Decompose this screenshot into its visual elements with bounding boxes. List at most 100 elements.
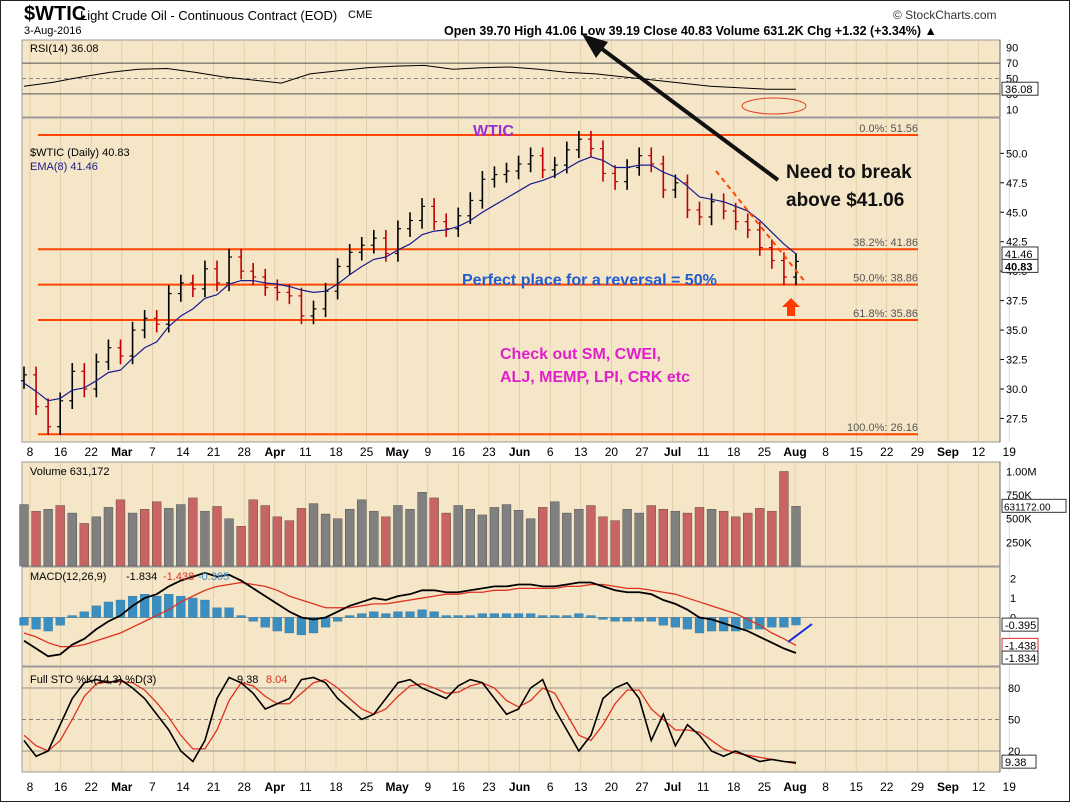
macd-histogram-bar-41 bbox=[513, 613, 524, 618]
volume-bar-52 bbox=[646, 505, 656, 567]
price-panel-background bbox=[21, 117, 1001, 443]
x-tick-label-price-27: 15 bbox=[850, 445, 864, 459]
volume-bar-46 bbox=[574, 509, 584, 567]
macd-histogram-bar-44 bbox=[550, 615, 560, 618]
wtic-title: WTIC bbox=[473, 123, 514, 140]
x-tick-label-price-18: 13 bbox=[574, 445, 588, 459]
x-tick-label-bottom-8: Apr bbox=[264, 780, 285, 794]
volume-bar-34 bbox=[429, 497, 439, 567]
macd-histogram-bar-26 bbox=[333, 617, 343, 622]
volume-bar-31 bbox=[393, 505, 403, 567]
chart-symbol: $WTIC bbox=[24, 3, 87, 25]
x-tick-label-bottom-6: 21 bbox=[207, 780, 221, 794]
x-tick-label-price-2: 22 bbox=[85, 445, 99, 459]
volume-bar-12 bbox=[164, 508, 174, 567]
x-tick-label-bottom-30: Sep bbox=[937, 780, 959, 794]
rsi-circle-annotation bbox=[741, 97, 807, 115]
x-tick-label-bottom-22: 11 bbox=[697, 780, 710, 794]
volume-bar-33 bbox=[417, 492, 427, 567]
x-tick-label-bottom-24: 25 bbox=[758, 780, 772, 794]
volume-bar-40 bbox=[501, 504, 512, 567]
volume-bar-42 bbox=[525, 518, 536, 567]
x-tick-label-bottom-27: 15 bbox=[850, 780, 864, 794]
volume-bar-58 bbox=[718, 510, 729, 567]
x-tick-label-price-28: 22 bbox=[880, 445, 894, 459]
macd-histogram-bar-51 bbox=[634, 617, 644, 622]
macd-line bbox=[23, 571, 797, 658]
macd-histogram-bar-42 bbox=[526, 613, 536, 618]
chart-instrument-name: Light Crude Oil - Continuous Contract (E… bbox=[80, 8, 338, 23]
x-tick-label-bottom-28: 22 bbox=[880, 780, 894, 794]
macd-histogram-bar-10 bbox=[140, 594, 150, 618]
x-tick-label-price-26: 8 bbox=[822, 445, 829, 459]
price-y-tick-2: 45.0 bbox=[1006, 207, 1027, 219]
macd-histogram-bar-17 bbox=[224, 607, 234, 618]
volume-bar-22 bbox=[284, 520, 295, 567]
volume-bar-5 bbox=[79, 523, 89, 567]
macd-histogram-bar-36 bbox=[453, 615, 463, 618]
fib-label-4: 100.0%: 26.16 bbox=[847, 422, 918, 434]
x-tick-label-price-21: Jul bbox=[664, 445, 681, 459]
price-y-tick-6: 35.0 bbox=[1006, 325, 1027, 337]
macd-histogram-bar-4 bbox=[67, 615, 77, 618]
price-legend-symbol: $WTIC (Daily) 40.83 bbox=[30, 147, 130, 159]
x-tick-label-bottom-11: 25 bbox=[360, 780, 374, 794]
macd-histogram-bar-57 bbox=[706, 617, 717, 632]
x-tick-label-bottom-15: 23 bbox=[482, 780, 496, 794]
macd-histogram-bar-21 bbox=[272, 617, 282, 632]
sto-last-value-box bbox=[1001, 754, 1037, 769]
x-tick-label-price-29: 29 bbox=[911, 445, 925, 459]
macd-histogram-bar-60 bbox=[743, 617, 753, 630]
price-y-tick-8: 30.0 bbox=[1006, 384, 1027, 396]
volume-bar-29 bbox=[369, 510, 379, 567]
volume-bar-0 bbox=[19, 504, 29, 567]
volume-bar-55 bbox=[682, 512, 693, 567]
rsi-panel-background bbox=[21, 39, 1001, 118]
volume-bar-54 bbox=[670, 510, 681, 567]
x-tick-label-price-23: 18 bbox=[727, 445, 741, 459]
rsi-y-tick-4: 10 bbox=[1006, 104, 1018, 116]
x-tick-label-price-11: 25 bbox=[360, 445, 374, 459]
ema-last-value: 41.46 bbox=[1005, 249, 1033, 261]
x-tick-label-price-6: 21 bbox=[207, 445, 221, 459]
volume-bar-62 bbox=[767, 510, 777, 567]
volume-y-tick-0: 1.00M bbox=[1006, 466, 1037, 478]
x-tick-label-price-7: 28 bbox=[238, 445, 252, 459]
macd-histogram-bar-37 bbox=[465, 615, 475, 618]
sto-k-line bbox=[23, 676, 797, 764]
macd-histogram-bar-31 bbox=[393, 611, 403, 618]
volume-bar-60 bbox=[743, 512, 753, 567]
x-tick-label-bottom-21: Jul bbox=[664, 780, 681, 794]
volume-last-value-box bbox=[1001, 498, 1067, 513]
macd-histogram-bar-14 bbox=[188, 597, 198, 618]
macd-legend-signal: -1.438 bbox=[163, 571, 194, 583]
macd-histogram-bar-32 bbox=[405, 611, 415, 618]
x-tick-label-bottom-5: 14 bbox=[176, 780, 190, 794]
macd-y-tick-0: 2 bbox=[1010, 574, 1016, 586]
x-tick-label-price-4: 7 bbox=[149, 445, 156, 459]
x-tick-label-bottom-2: 22 bbox=[85, 780, 99, 794]
x-tick-label-price-25: Aug bbox=[783, 445, 806, 459]
macd-legend-prefix: MACD(12,26,9) bbox=[30, 571, 106, 583]
macd-histogram-bar-38 bbox=[477, 613, 487, 618]
volume-bar-36 bbox=[453, 505, 463, 567]
fib-label-2: 50.0%: 38.86 bbox=[853, 273, 918, 285]
downtrend-line bbox=[715, 170, 807, 284]
volume-bar-53 bbox=[658, 509, 668, 567]
x-tick-label-price-16: Jun bbox=[509, 445, 530, 459]
volume-bar-24 bbox=[308, 503, 319, 567]
x-tick-label-bottom-3: Mar bbox=[111, 780, 133, 794]
macd-y-tick-1: 1 bbox=[1010, 593, 1016, 605]
macd-histogram-bar-16 bbox=[212, 607, 222, 618]
volume-y-tick-3: 250K bbox=[1006, 537, 1032, 549]
orange-up-arrow bbox=[782, 298, 800, 316]
x-tick-label-bottom-4: 7 bbox=[149, 780, 156, 794]
ema-line bbox=[23, 156, 797, 402]
x-tick-label-price-19: 20 bbox=[605, 445, 619, 459]
sto-legend-k: 9.38 bbox=[237, 674, 258, 686]
x-tick-label-bottom-23: 18 bbox=[727, 780, 741, 794]
price-y-tick-5: 37.5 bbox=[1006, 296, 1027, 308]
macd-last-value-0: -0.395 bbox=[1005, 620, 1036, 632]
rsi-last-value-box bbox=[1001, 81, 1039, 96]
